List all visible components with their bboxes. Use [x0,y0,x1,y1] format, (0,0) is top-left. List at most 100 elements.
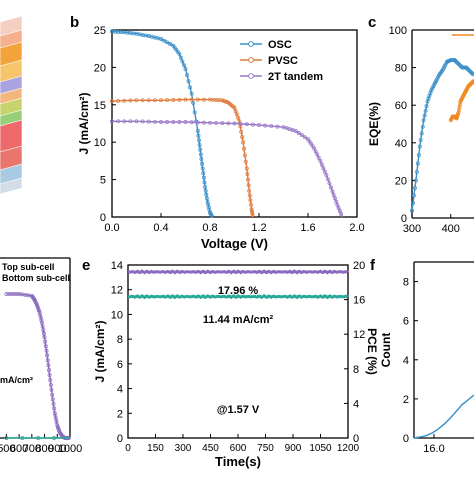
data-point [432,82,437,87]
data-point [55,425,60,430]
data-point [325,177,330,182]
x-tick-label: 300 [403,223,421,235]
data-point [36,306,41,311]
data-point [315,152,320,157]
data-point [20,436,25,440]
data-point [55,423,60,428]
panel-letter: c [368,14,376,31]
data-point [44,348,49,353]
data-point [410,208,414,213]
data-point [321,166,326,170]
legend-label: Top sub-cell [2,262,54,272]
data-point [39,318,44,323]
data-point [241,140,246,145]
x-tick-label: 900 [285,443,302,454]
y-tick-label: 6 [403,316,409,328]
data-point [207,207,212,212]
data-point [208,120,212,125]
data-point [312,146,317,151]
y-tick-label: 4 [403,355,409,367]
data-point [424,104,429,109]
series-line [111,98,254,218]
data-point [202,180,207,185]
legend-label: PVSC [268,55,298,67]
x-tick-label: 400 [442,223,460,235]
data-point [188,85,193,90]
data-point [244,122,249,127]
legend-label: Bottom sub-cell [2,273,70,283]
data-point [257,123,261,127]
series-line [6,293,70,439]
data-point [38,312,43,317]
data-point [56,427,61,431]
legend-label: 2T tandem [268,71,323,83]
x-tick-label: 0.8 [202,222,217,234]
data-point [110,119,114,124]
data-point [293,129,298,133]
data-point [414,169,419,174]
data-point [250,209,254,214]
series-line [413,394,474,439]
data-point [195,120,200,125]
plot-frame [111,29,358,218]
data-point [43,344,48,349]
data-point [412,185,417,190]
data-point [196,133,201,138]
data-point [422,113,427,118]
y2-tick-label: 20 [353,260,365,272]
y-tick-label: 0 [117,433,123,445]
data-point [247,193,252,198]
x-tick-label: 900 [48,443,66,455]
data-point [243,159,248,164]
panel-b: b 0.0 0.4 0.8 1.2 1.6 2.0 0 5 10 15 20 25 Voltage (V)… [70,14,365,251]
data-point [470,80,474,85]
data-point [206,205,211,210]
data-point [201,97,206,102]
x-tick-label: 2.0 [349,222,364,234]
data-point [168,42,173,46]
data-point [250,122,255,127]
stack-layer [0,177,23,195]
y-tick-label: 2 [117,408,123,420]
data-point [152,98,157,103]
data-point [441,67,445,72]
annotation-pce: 17.96 % [218,285,259,297]
data-point [180,59,185,64]
data-point [201,171,206,176]
data-point [201,175,206,180]
data-point [128,119,133,124]
y-tick-label: 80 [395,63,407,75]
data-point [45,358,50,363]
y-axis-label: J (mA/cm²) [93,320,107,382]
data-point [50,397,55,402]
data-point [189,91,194,96]
y-tick-label: 2 [403,394,409,406]
data-point [171,120,176,124]
data-point [47,368,51,373]
data-point [413,178,418,183]
data-point [52,406,57,411]
data-point [204,192,209,197]
data-point [36,436,41,440]
data-point [324,173,329,178]
series-line [112,120,343,218]
series-line [127,269,349,275]
data-point [52,436,57,440]
legend-marker [248,41,254,47]
data-point [250,213,255,218]
y2-tick-label: 8 [353,364,359,376]
data-point [246,177,250,182]
y-tick-label: 12 [111,285,123,297]
panel-c: c 0 20 40 60 80 100 300 400 EQE(%) [367,14,474,235]
data-point [37,310,42,314]
y-tick-label: 15 [94,100,106,112]
panel-letter: b [70,14,79,31]
data-point [204,196,209,201]
data-point [134,98,139,103]
data-point [185,73,189,78]
data-point [165,98,170,103]
y-tick-label: 8 [117,334,123,346]
data-point [47,373,52,377]
data-point [165,40,170,45]
